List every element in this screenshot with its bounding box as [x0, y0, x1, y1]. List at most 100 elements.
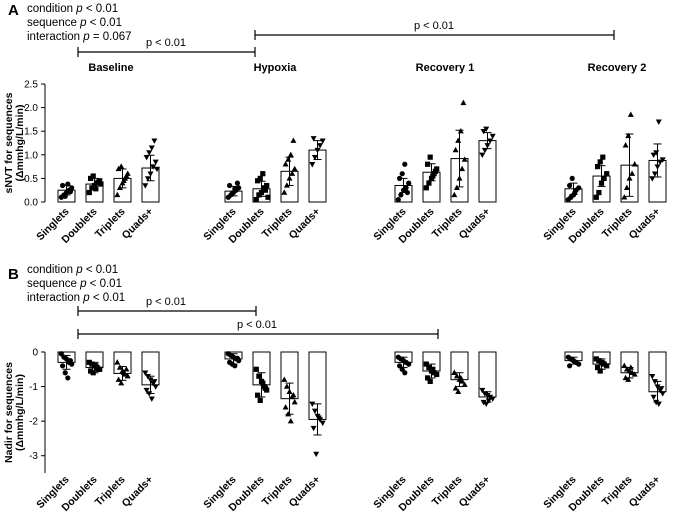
data-point: [151, 138, 158, 144]
y-tick-label: 2.5: [24, 80, 38, 91]
data-point: [285, 411, 292, 417]
data-point: [461, 381, 468, 388]
panel-b-stat-condition: condition p < 0.01: [27, 264, 118, 276]
data-point: [151, 379, 158, 385]
data-point: [430, 366, 436, 372]
data-point: [487, 138, 494, 144]
data-point: [658, 386, 665, 392]
data-point: [282, 161, 289, 167]
data-point: [654, 384, 661, 390]
data-point: [118, 163, 125, 169]
significance-label: p < 0.01: [146, 296, 186, 308]
data-point: [262, 187, 268, 193]
data-point: [146, 391, 153, 397]
data-point: [143, 387, 150, 394]
data-point: [286, 175, 293, 181]
data-point: [432, 168, 438, 174]
data-point: [457, 128, 464, 134]
data-point: [90, 173, 96, 179]
data-point: [455, 388, 462, 394]
category-label: Quads+: [287, 474, 323, 510]
y-tick-label: -3: [29, 451, 38, 462]
data-point: [234, 180, 240, 186]
data-point: [459, 165, 466, 172]
bar: [478, 140, 497, 203]
data-point: [621, 194, 628, 200]
data-point: [481, 391, 488, 397]
panel-b-stats: condition p < 0.01 sequence p < 0.01 int…: [27, 264, 125, 304]
data-point: [285, 156, 292, 162]
data-point: [489, 133, 496, 140]
data-point: [144, 176, 151, 182]
data-point: [150, 164, 157, 170]
data-point: [403, 185, 409, 191]
data-point: [144, 374, 151, 380]
panel-b-stat-sequence: sequence p < 0.01: [27, 278, 122, 290]
y-tick-label: 0: [32, 348, 38, 359]
data-point: [289, 170, 296, 176]
data-point: [90, 370, 96, 376]
data-point: [487, 394, 494, 401]
panel-b-stat-interaction: interaction p < 0.01: [27, 292, 125, 304]
data-point: [115, 376, 122, 382]
data-point: [287, 417, 294, 424]
data-point: [282, 404, 289, 410]
data-point: [406, 361, 412, 367]
data-point: [483, 401, 490, 408]
data-point: [423, 185, 429, 191]
data-point: [649, 374, 656, 380]
data-point: [572, 189, 578, 196]
data-point: [154, 166, 160, 173]
data-point: [451, 369, 458, 375]
data-point: [143, 154, 150, 161]
category-label: Quads+: [627, 206, 663, 242]
data-point: [452, 385, 459, 391]
data-point: [290, 137, 297, 143]
data-point: [650, 394, 657, 401]
data-point: [257, 397, 263, 403]
panel-a-stat-interaction: interaction p = 0.067: [27, 31, 132, 43]
data-point: [434, 371, 440, 378]
category-label: Quads+: [287, 206, 323, 242]
data-point: [655, 119, 662, 125]
data-point: [116, 184, 123, 191]
data-point: [152, 384, 159, 390]
data-point: [315, 415, 322, 421]
data-point: [485, 398, 492, 404]
panel-a-stat-condition: condition p < 0.01: [27, 3, 118, 15]
data-point: [67, 189, 73, 195]
data-point: [65, 181, 71, 187]
significance-label: p < 0.01: [237, 319, 277, 331]
data-point: [597, 368, 603, 374]
data-point: [451, 191, 458, 198]
data-point: [148, 145, 155, 151]
data-point: [597, 159, 603, 165]
data-point: [60, 182, 66, 189]
data-point: [655, 401, 662, 408]
data-point: [423, 361, 429, 367]
data-point: [258, 189, 265, 196]
data-point: [650, 152, 657, 158]
data-point: [651, 379, 658, 385]
data-point: [596, 189, 602, 196]
data-point: [460, 99, 467, 106]
category-label: Quads+: [120, 206, 156, 242]
data-point: [600, 360, 606, 366]
data-point: [453, 373, 460, 379]
data-point: [453, 184, 460, 191]
data-point: [236, 185, 242, 191]
data-point: [310, 136, 317, 142]
category-label: Quads+: [457, 474, 493, 510]
data-point: [604, 363, 610, 369]
panel-a-stats: condition p < 0.01 sequence p < 0.01 int…: [27, 3, 132, 43]
category-label: Quads+: [120, 474, 156, 510]
data-point: [479, 387, 486, 394]
data-point: [60, 363, 66, 369]
data-point: [626, 175, 633, 181]
significance-label: p < 0.01: [414, 20, 454, 32]
data-point: [426, 180, 432, 186]
